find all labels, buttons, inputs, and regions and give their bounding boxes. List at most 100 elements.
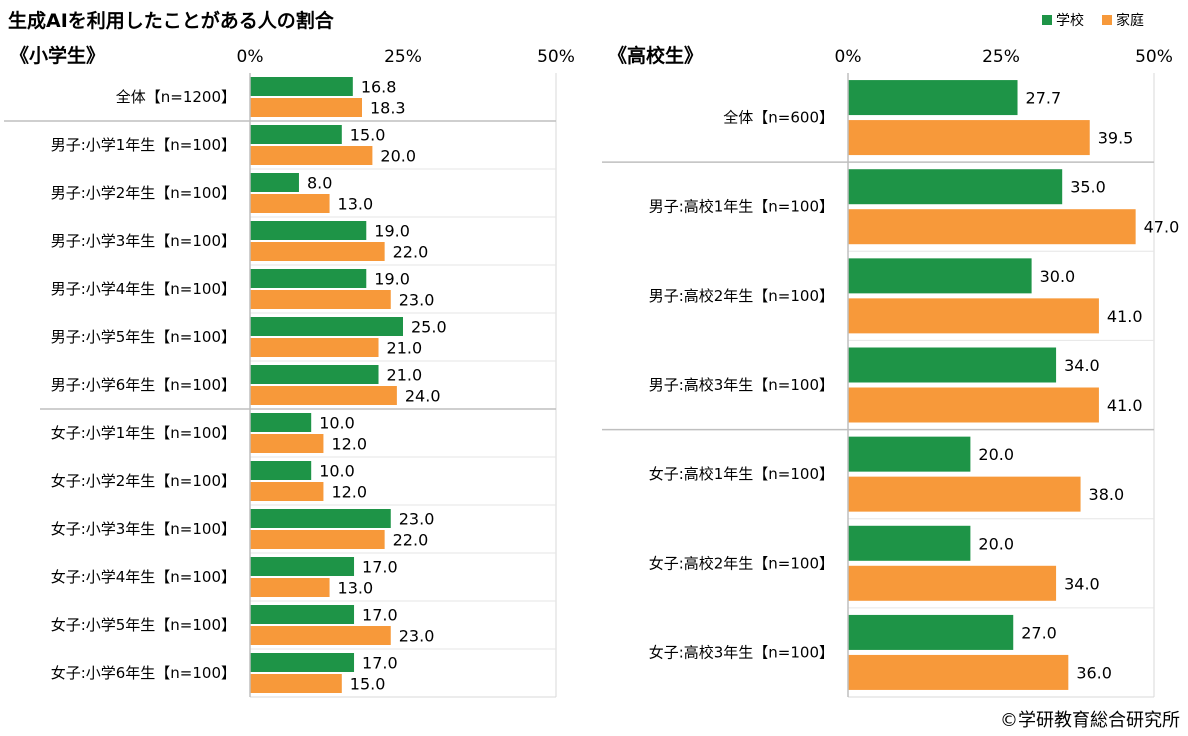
legend-label-school: 学校	[1056, 12, 1084, 29]
elementary-tick-label: 0%	[237, 47, 264, 67]
highschool-bar-home	[848, 387, 1099, 423]
elementary-bar-home	[250, 626, 391, 645]
elementary-category-label: 女子:小学2年生【n=100】	[51, 472, 236, 490]
legend-swatch-school	[1042, 15, 1052, 25]
elementary-value-label-home: 20.0	[380, 147, 416, 166]
highschool-category-label: 男子:高校1年生【n=100】	[649, 198, 834, 216]
elementary-value-label-home: 12.0	[331, 483, 367, 502]
elementary-bar-school	[250, 365, 379, 384]
elementary-value-label-school: 21.0	[387, 366, 423, 385]
chart-title: 生成AIを利用したことがある人の割合	[8, 9, 335, 32]
highschool-category-label: 男子:高校3年生【n=100】	[649, 376, 834, 394]
elementary-value-label-school: 19.0	[374, 270, 410, 289]
elementary-category-label: 女子:小学3年生【n=100】	[51, 520, 236, 538]
elementary-bar-school	[250, 413, 312, 432]
elementary-bar-home	[250, 530, 385, 549]
elementary-category-label: 女子:小学4年生【n=100】	[51, 568, 236, 586]
elementary-bar-home	[250, 578, 330, 597]
highschool-bar-home	[848, 565, 1057, 601]
elementary-bar-home	[250, 98, 362, 117]
elementary-bar-home	[250, 146, 373, 165]
highschool-value-label-school: 27.7	[1026, 89, 1062, 108]
highschool-bar-school	[848, 258, 1032, 294]
highschool-value-label-school: 20.0	[978, 534, 1014, 553]
elementary-value-label-home: 15.0	[350, 675, 386, 694]
highschool-value-label-home: 47.0	[1144, 218, 1180, 237]
highschool-bar-school	[848, 80, 1018, 116]
highschool-category-label: 男子:高校2年生【n=100】	[649, 287, 834, 305]
elementary-category-label: 男子:小学6年生【n=100】	[51, 376, 236, 394]
copyright-text: ©学研教育総合研究所	[1000, 710, 1180, 731]
highschool-value-label-home: 41.0	[1107, 396, 1143, 415]
elementary-category-label: 男子:小学1年生【n=100】	[51, 136, 236, 154]
elementary-category-label: 男子:小学4年生【n=100】	[51, 280, 236, 298]
legend-label-home: 家庭	[1116, 12, 1144, 29]
elementary-value-label-home: 13.0	[338, 195, 374, 214]
highschool-value-label-school: 27.0	[1021, 623, 1057, 642]
highschool-tick-label: 25%	[982, 47, 1020, 67]
elementary-value-label-home: 21.0	[387, 339, 423, 358]
elementary-value-label-home: 23.0	[399, 627, 435, 646]
highschool-category-label: 女子:高校2年生【n=100】	[649, 554, 834, 572]
elementary-value-label-home: 13.0	[338, 579, 374, 598]
elementary-category-label: 女子:小学5年生【n=100】	[51, 616, 236, 634]
highschool-bar-school	[848, 436, 971, 472]
elementary-value-label-home: 24.0	[405, 387, 441, 406]
highschool-bar-school	[848, 614, 1014, 650]
elementary-tick-label: 50%	[537, 47, 575, 67]
highschool-value-label-school: 20.0	[978, 445, 1014, 464]
chart-panel-elementary: 0% 25% 50% 全体【n=1200】 16.8 18.3 男子:小学1年生【n=100…	[4, 47, 575, 698]
elementary-value-label-home: 22.0	[393, 243, 429, 262]
highschool-value-label-home: 39.5	[1098, 129, 1134, 148]
elementary-bar-home	[250, 290, 391, 309]
elementary-value-label-home: 23.0	[399, 291, 435, 310]
legend: 学校 家庭	[1042, 12, 1144, 29]
elementary-bar-school	[250, 221, 367, 240]
highschool-value-label-home: 36.0	[1076, 663, 1112, 682]
elementary-value-label-home: 22.0	[393, 531, 429, 550]
highschool-bar-school	[848, 169, 1063, 205]
elementary-bar-school	[250, 509, 391, 528]
highschool-bar-home	[848, 654, 1069, 690]
elementary-value-label-school: 23.0	[399, 510, 435, 529]
highschool-tick-label: 50%	[1135, 47, 1173, 67]
elementary-tick-label: 25%	[384, 47, 422, 67]
elementary-bar-school	[250, 173, 299, 192]
legend-swatch-home	[1102, 15, 1112, 25]
panel-title-elementary: 《小学生》	[10, 44, 105, 67]
highschool-value-label-school: 30.0	[1040, 267, 1076, 286]
highschool-bar-school	[848, 525, 971, 561]
elementary-value-label-school: 19.0	[374, 222, 410, 241]
elementary-bar-school	[250, 605, 355, 624]
highschool-tick-label: 0%	[835, 47, 862, 67]
elementary-value-label-school: 15.0	[350, 126, 386, 145]
elementary-bar-school	[250, 269, 367, 288]
highschool-value-label-home: 41.0	[1107, 307, 1143, 326]
elementary-category-label: 女子:小学6年生【n=100】	[51, 664, 236, 682]
highschool-bar-home	[848, 476, 1081, 512]
elementary-value-label-school: 16.8	[361, 78, 397, 97]
elementary-value-label-home: 18.3	[370, 99, 406, 118]
highschool-bar-school	[848, 347, 1057, 383]
elementary-category-label: 全体【n=1200】	[116, 88, 236, 106]
highschool-category-label: 女子:高校1年生【n=100】	[649, 465, 834, 483]
highschool-bar-home	[848, 298, 1099, 334]
elementary-category-label: 男子:小学2年生【n=100】	[51, 184, 236, 202]
elementary-bar-home	[250, 338, 379, 357]
elementary-category-label: 男子:小学5年生【n=100】	[51, 328, 236, 346]
highschool-value-label-school: 34.0	[1064, 356, 1100, 375]
elementary-value-label-school: 17.0	[362, 606, 398, 625]
elementary-value-label-school: 25.0	[411, 318, 447, 337]
elementary-bar-home	[250, 674, 342, 693]
highschool-value-label-home: 34.0	[1064, 574, 1100, 593]
panel-title-highschool: 《高校生》	[608, 44, 703, 67]
elementary-bar-home	[250, 242, 385, 261]
elementary-value-label-school: 10.0	[319, 462, 355, 481]
elementary-value-label-school: 17.0	[362, 558, 398, 577]
elementary-bar-school	[250, 653, 355, 672]
highschool-bar-home	[848, 209, 1136, 245]
highschool-value-label-home: 38.0	[1089, 485, 1125, 504]
elementary-value-label-school: 8.0	[307, 174, 332, 193]
highschool-value-label-school: 35.0	[1070, 178, 1106, 197]
